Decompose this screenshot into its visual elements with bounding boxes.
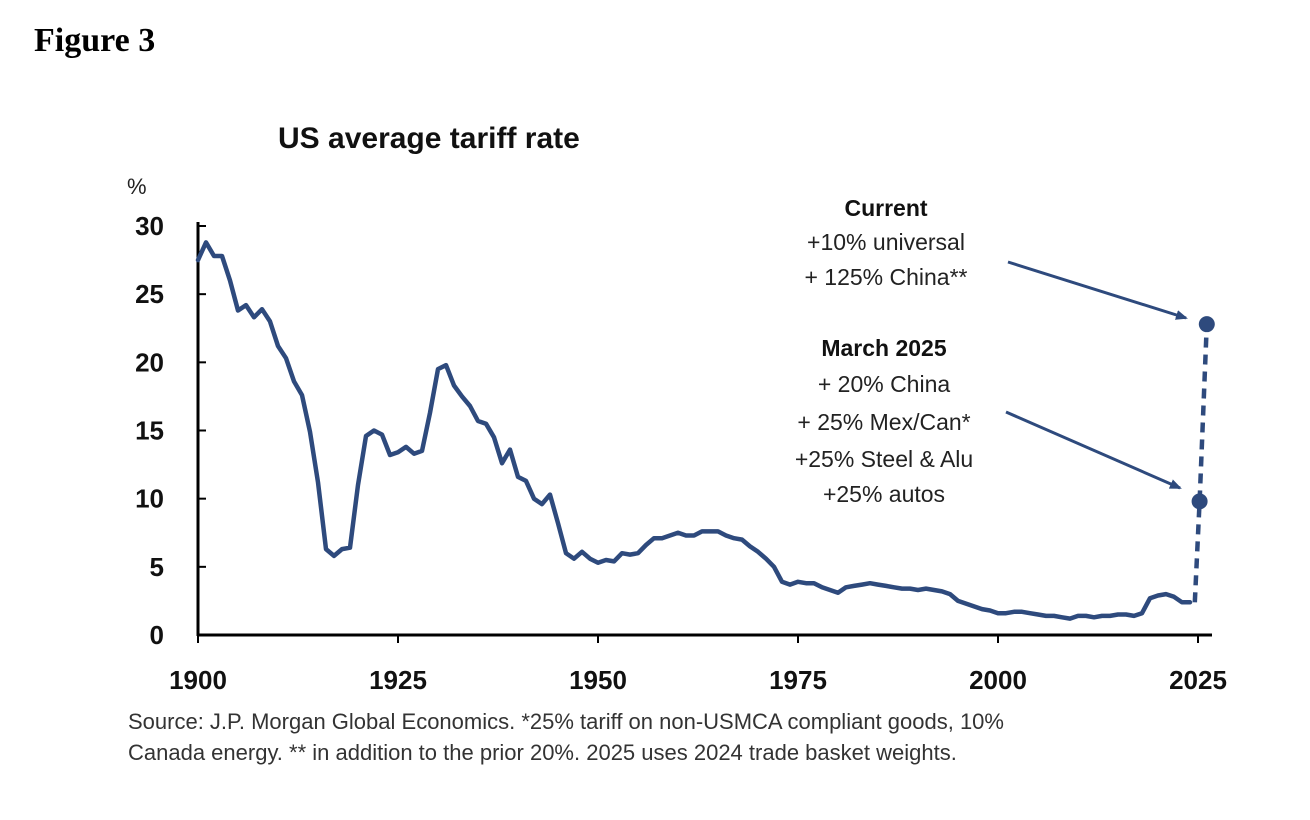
annotation-current-line-1: +10% universal (807, 229, 965, 255)
annotation-march-line-4: +25% autos (823, 481, 945, 507)
annotation-march-line-3: +25% Steel & Alu (795, 446, 973, 472)
figure-label: Figure 3 (34, 22, 156, 59)
x-tick-label: 2000 (969, 665, 1027, 695)
annotation-march-2025: March 2025 + 20% China + 25% Mex/Can* +2… (795, 335, 973, 507)
y-tick-label: 10 (135, 484, 164, 514)
y-axis-ticks: 0 5 10 15 20 25 30 (135, 211, 206, 650)
y-tick-label: 30 (135, 211, 164, 241)
projection-dashed-line (1192, 324, 1210, 603)
y-tick-label: 5 (150, 552, 164, 582)
y-axis-unit: % (127, 174, 147, 199)
y-tick-label: 15 (135, 416, 164, 446)
x-axis-ticks: 1900 1925 1950 1975 2000 2025 (169, 635, 1227, 695)
arrow-current (1007, 260, 1188, 320)
annotation-march-line-1: + 20% China (818, 371, 951, 397)
annotation-current: Current +10% universal + 125% China** (804, 195, 967, 290)
annotation-march-line-2: + 25% Mex/Can* (797, 409, 970, 435)
x-tick-label: 2025 (1169, 665, 1227, 695)
x-tick-label: 1925 (369, 665, 427, 695)
x-tick-label: 1900 (169, 665, 227, 695)
source-note: Source: J.P. Morgan Global Economics. *2… (128, 706, 1228, 768)
chart-title: US average tariff rate (278, 122, 580, 155)
annotation-current-heading: Current (844, 195, 927, 221)
annotation-current-line-2: + 125% China** (804, 264, 967, 290)
source-note-line-2: Canada energy. ** in addition to the pri… (128, 740, 957, 765)
source-note-line-1: Source: J.P. Morgan Global Economics. *2… (128, 709, 1004, 734)
y-tick-label: 25 (135, 279, 164, 309)
x-tick-label: 1950 (569, 665, 627, 695)
annotation-march-heading: March 2025 (821, 335, 947, 361)
tariff-series-line (195, 240, 1193, 621)
x-tick-label: 1975 (769, 665, 827, 695)
y-tick-label: 0 (150, 620, 164, 650)
projection-markers (1191, 316, 1215, 510)
marker-march-2025 (1191, 493, 1208, 510)
marker-current (1198, 316, 1215, 333)
y-tick-label: 20 (135, 347, 164, 377)
arrow-march-2025 (1005, 410, 1182, 490)
